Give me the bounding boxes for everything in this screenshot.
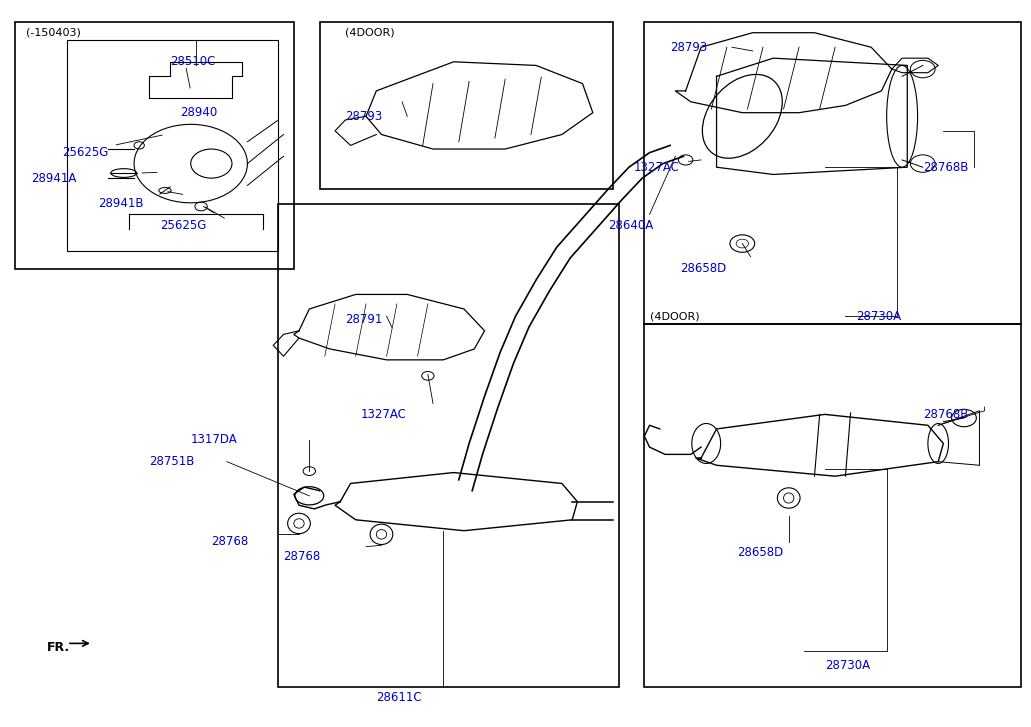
Text: 28640A: 28640A bbox=[608, 219, 654, 232]
Bar bbox=[320, 22, 613, 189]
Text: (4DOOR): (4DOOR) bbox=[650, 311, 699, 321]
Text: 28730A: 28730A bbox=[856, 310, 901, 323]
Text: 28793: 28793 bbox=[670, 41, 707, 54]
Text: 28768: 28768 bbox=[284, 550, 321, 563]
Text: 28791: 28791 bbox=[345, 313, 383, 326]
Bar bbox=[278, 204, 619, 687]
Text: 28611C: 28611C bbox=[376, 691, 422, 704]
Text: 28941A: 28941A bbox=[31, 172, 76, 185]
Text: 28658D: 28658D bbox=[737, 546, 784, 559]
Text: (-150403): (-150403) bbox=[26, 28, 80, 38]
Text: (4DOOR): (4DOOR) bbox=[345, 28, 395, 38]
Text: 28941B: 28941B bbox=[98, 197, 143, 210]
Text: 28768: 28768 bbox=[211, 535, 248, 548]
Text: 1317DA: 1317DA bbox=[191, 433, 237, 446]
Text: 28793: 28793 bbox=[345, 110, 383, 123]
Text: 28751B: 28751B bbox=[149, 455, 195, 468]
Text: 1327AC: 1327AC bbox=[361, 408, 406, 421]
Text: 28510C: 28510C bbox=[170, 55, 215, 68]
Text: 28658D: 28658D bbox=[680, 262, 727, 276]
Text: 1327AC: 1327AC bbox=[634, 161, 679, 174]
Text: 25625G: 25625G bbox=[160, 219, 206, 232]
Bar bbox=[644, 22, 1021, 324]
Bar bbox=[67, 40, 278, 251]
Text: 28940: 28940 bbox=[180, 106, 218, 119]
Text: 25625G: 25625G bbox=[62, 146, 108, 159]
Bar bbox=[644, 324, 1021, 687]
Text: 28768B: 28768B bbox=[923, 161, 968, 174]
Bar bbox=[15, 22, 294, 269]
Text: 28730A: 28730A bbox=[825, 659, 870, 672]
Text: FR.: FR. bbox=[46, 640, 69, 654]
Text: 28768B: 28768B bbox=[923, 408, 968, 421]
